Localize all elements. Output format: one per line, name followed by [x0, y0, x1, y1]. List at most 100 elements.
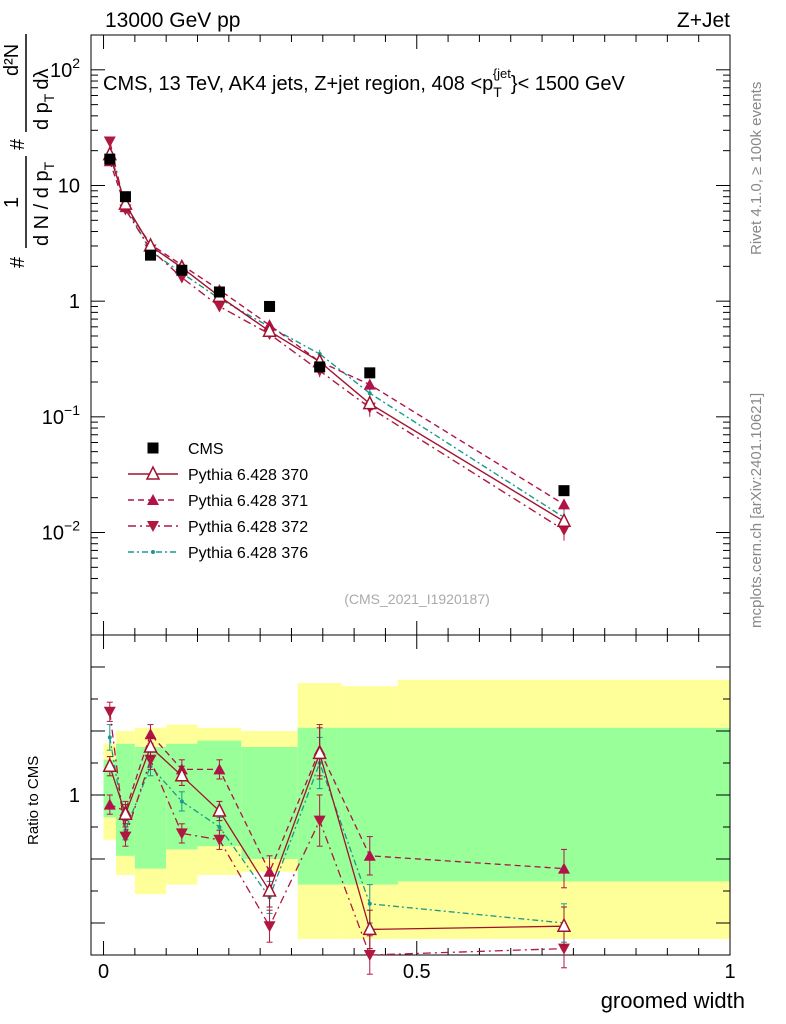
data-point: [103, 136, 116, 148]
ratio-x-tick-label: 0.5: [403, 961, 431, 983]
ratio-point: [312, 744, 327, 760]
ratio-point: [144, 728, 157, 740]
data-point: [262, 322, 277, 337]
legend-marker: [151, 550, 155, 554]
ratio-point: [313, 815, 326, 827]
ratio-point: [179, 799, 184, 804]
ratio-point: [107, 735, 112, 740]
series-p376: [107, 148, 566, 526]
ratio-point: [119, 831, 132, 843]
main-y-label: # 1 d N / d pT # d²N d pTdλ: [1, 34, 57, 268]
legend-label: Pythia 6.428 372: [188, 519, 308, 536]
ratio-point: [103, 706, 116, 718]
analysis-watermark: (CMS_2021_I1920187): [344, 591, 490, 607]
ratio-y-tick-label: 1: [69, 785, 80, 807]
ratio-point: [212, 802, 227, 817]
legend-label: CMS: [188, 441, 224, 458]
ratio-x-tick-label: 0: [98, 961, 109, 983]
svg-text:#: #: [7, 138, 29, 150]
data-point: [213, 301, 226, 313]
main-y-axis: 10−2 10−1 1 10 102: [42, 34, 730, 614]
main-y-tick-label: 10−1: [42, 402, 80, 429]
data-point: [556, 512, 572, 528]
ratio-y-label: Ratio to CMS: [25, 756, 42, 845]
series-p370: [102, 145, 572, 531]
ratio-point: [213, 763, 226, 775]
data-point: [363, 378, 376, 390]
data-point: [213, 286, 225, 298]
ratio-x-axis: 0 0.5 1: [98, 635, 736, 983]
ratio-point: [217, 825, 222, 829]
ratio-point: [263, 865, 276, 877]
ratio-panel: 1 0 0.5 1 Ratio to CMS groomed width: [25, 634, 745, 1013]
ratio-point: [263, 921, 276, 933]
svg-text:#: #: [7, 256, 29, 268]
data-point: [557, 525, 570, 537]
data-point: [119, 191, 131, 203]
data-point: [104, 153, 116, 165]
ratio-point: [557, 862, 570, 874]
ratio-point: [118, 805, 133, 820]
ratio-point: [556, 917, 572, 932]
ratio-point: [367, 901, 372, 906]
svg-text:1: 1: [1, 197, 23, 208]
data-point: [176, 264, 188, 276]
process-label: Z+Jet: [677, 9, 730, 32]
ratio-point: [103, 798, 116, 810]
main-y-tick-label: 10−2: [42, 518, 80, 545]
legend-marker: [147, 494, 159, 505]
ratio-point: [174, 767, 190, 782]
band-inner: [241, 747, 298, 859]
legend-marker: [147, 442, 159, 454]
svg-text:d pTdλ: d pTdλ: [31, 69, 57, 131]
ratio-x-tick-label: 1: [724, 961, 735, 983]
ratio-point: [262, 882, 277, 897]
legend-marker: [147, 521, 159, 532]
series-p371: [103, 155, 570, 511]
series-line: [109, 161, 565, 505]
main-series: [102, 136, 572, 541]
legend-marker: [145, 465, 161, 480]
main-frame: [90, 34, 731, 636]
ratio-point: [143, 738, 158, 753]
ratio-point: [175, 828, 188, 840]
data-point: [557, 498, 570, 510]
x-axis-label: groomed width: [601, 988, 745, 1013]
main-y-tick-label: 1: [69, 291, 80, 313]
mcplots-label: mcplots.cern.ch [arXiv:2401.10621]: [748, 393, 765, 628]
data-point: [367, 391, 372, 396]
ratio-point: [362, 920, 377, 936]
series-p372: [103, 136, 570, 541]
series-line: [109, 141, 565, 531]
main-title: CMS, 13 TeV, AK4 jets, Z+jet region, 408…: [103, 66, 626, 100]
series-line: [109, 154, 565, 522]
ratio-point: [213, 834, 226, 846]
main-panel: 10−2 10−1 1 10 102 CMS, 13 TeV, AK4 jets, Z+…: [1, 34, 731, 636]
main-y-tick-label: 10: [58, 175, 80, 197]
band-inner: [116, 743, 135, 856]
legend-label: Pythia 6.428 376: [188, 545, 308, 562]
ratio-bands: [103, 679, 730, 939]
legend-label: Pythia 6.428 370: [188, 467, 308, 484]
svg-text:d N / d pT: d N / d pT: [31, 161, 57, 246]
data-point: [364, 367, 376, 379]
ratio-point: [363, 950, 376, 961]
ratio-point: [102, 757, 118, 772]
svg-text:d²N: d²N: [1, 44, 23, 76]
data-point: [118, 195, 133, 210]
ratio-point: [363, 849, 376, 861]
ratio-point: [144, 754, 157, 766]
data-point: [362, 394, 377, 410]
data-point: [558, 485, 570, 497]
main-x-axis: [103, 35, 731, 635]
main-y-tick-label: 102: [50, 55, 80, 82]
rivet-label: Rivet 4.1.0, ≥ 100k events: [748, 82, 765, 255]
data-point: [314, 361, 326, 373]
energy-label: 13000 GeV pp: [105, 9, 240, 32]
data-point: [145, 249, 157, 261]
series-cms: [104, 153, 570, 497]
data-point: [264, 300, 276, 312]
ratio-y-axis: 1: [69, 634, 730, 956]
ratio-series: [102, 701, 572, 975]
